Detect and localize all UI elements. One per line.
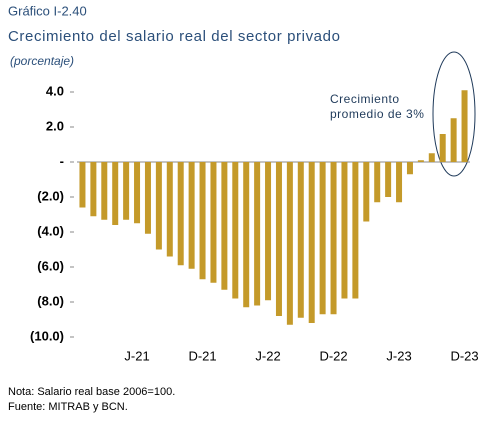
bar <box>275 162 282 316</box>
bar <box>90 162 97 217</box>
y-tick-label: (8.0) <box>37 293 64 308</box>
y-tick-label: (2.0) <box>37 188 64 203</box>
bar <box>374 162 381 203</box>
chart-title: Gráfico I-2.40 <box>8 3 87 18</box>
bar <box>297 162 304 318</box>
x-tick-label: D-23 <box>450 348 478 363</box>
bar <box>112 162 119 225</box>
y-tick-label: 2.0 <box>46 118 64 133</box>
bar <box>308 162 315 323</box>
bar <box>210 162 217 283</box>
bar <box>232 162 239 299</box>
bar <box>79 162 86 208</box>
x-tick-label: D-22 <box>319 348 347 363</box>
annotation: Crecimiento <box>330 92 400 106</box>
bar <box>352 162 359 299</box>
y-tick-label: 4.0 <box>46 83 64 98</box>
bar <box>123 162 130 220</box>
y-tick-label: - <box>60 153 64 168</box>
bar <box>254 162 261 306</box>
bar <box>166 162 173 257</box>
bar <box>417 160 424 162</box>
y-tick-label: (6.0) <box>37 258 64 273</box>
bar <box>450 118 457 162</box>
bar <box>265 162 272 301</box>
bar <box>385 162 392 197</box>
bar <box>144 162 151 234</box>
bar <box>341 162 348 299</box>
bar <box>319 162 326 315</box>
bar <box>101 162 108 220</box>
bar <box>363 162 370 222</box>
bar <box>134 162 141 224</box>
note: Nota: Salario real base 2006=100. <box>8 386 175 398</box>
x-tick-label: J-21 <box>124 348 149 363</box>
x-tick-label: J-22 <box>255 348 280 363</box>
chart-subtitle: Crecimiento del salario real del sector … <box>8 28 341 45</box>
bar <box>188 162 195 269</box>
bar <box>406 162 413 175</box>
bar <box>177 162 184 266</box>
note: Fuente: MITRAB y BCN. <box>8 401 128 413</box>
bar <box>286 162 293 325</box>
bar <box>199 162 206 280</box>
unit-label: (porcentaje) <box>10 54 74 68</box>
bar <box>155 162 162 250</box>
bar <box>243 162 250 308</box>
bar <box>396 162 403 203</box>
x-tick-label: J-23 <box>386 348 411 363</box>
bar <box>461 90 468 162</box>
bar <box>439 134 446 162</box>
bar <box>330 162 337 315</box>
y-tick-label: (4.0) <box>37 223 64 238</box>
bar <box>221 162 228 290</box>
annotation: promedio de 3% <box>330 107 424 121</box>
highlight-ellipse <box>432 51 476 177</box>
x-tick-label: D-21 <box>188 348 216 363</box>
y-tick-label: (10.0) <box>30 328 64 343</box>
bar <box>428 153 435 162</box>
